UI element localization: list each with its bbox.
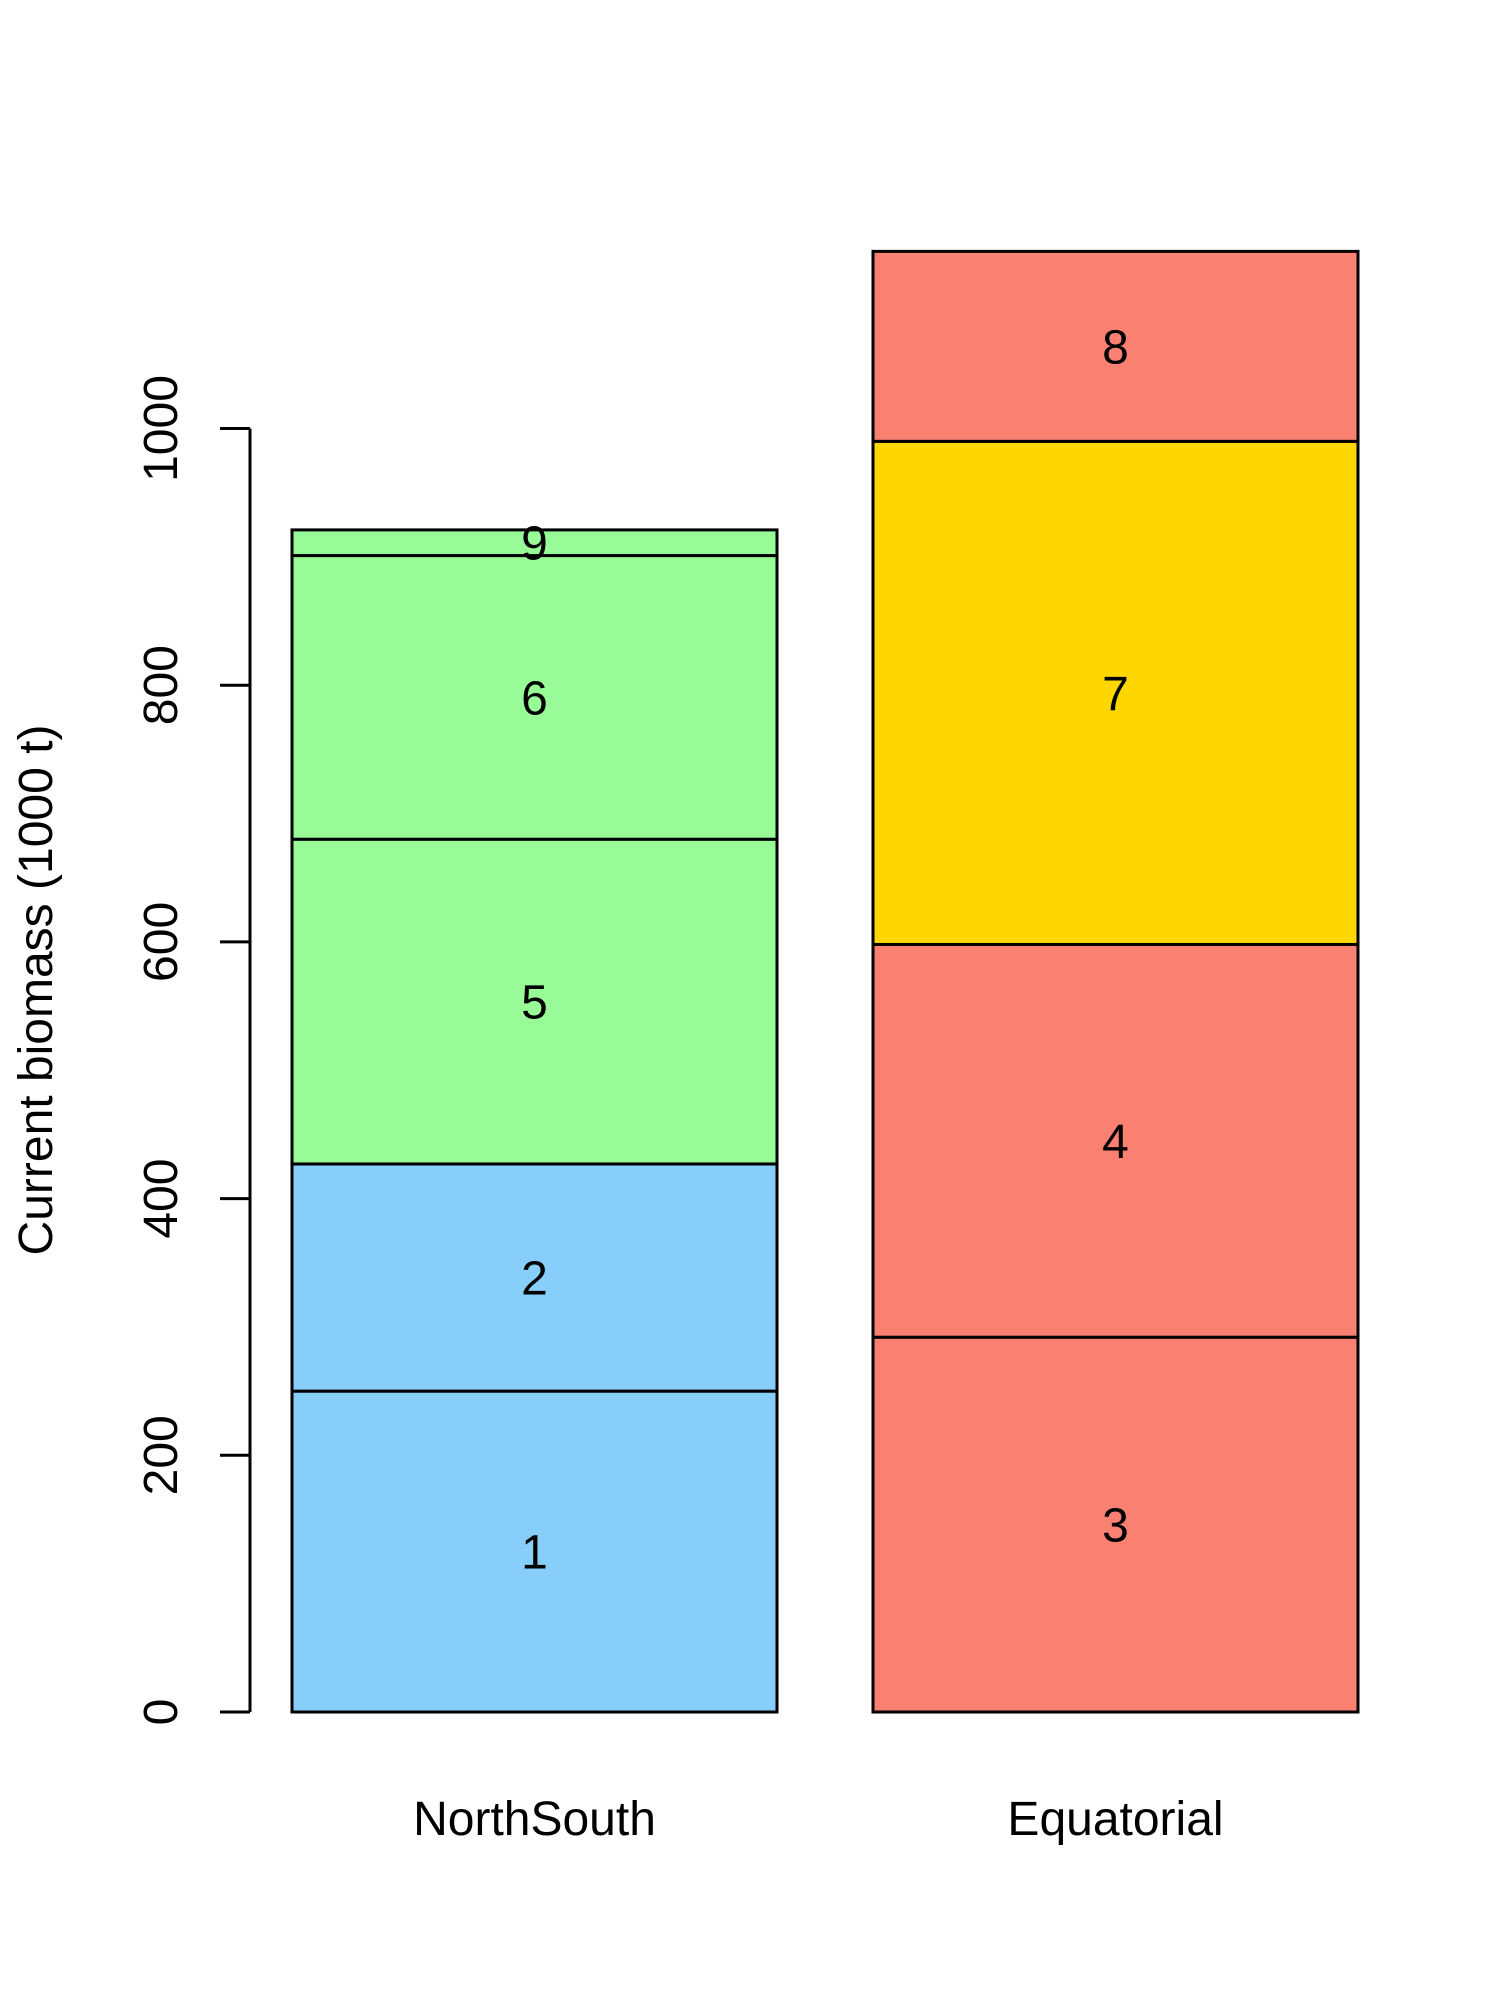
segment-label: 3 — [1102, 1500, 1129, 1553]
category-labels: NorthSouth Equatorial — [413, 1793, 1223, 1846]
segment-label: 2 — [521, 1253, 548, 1306]
y-tick-label: 400 — [135, 1159, 188, 1239]
bar-segment — [871, 942, 1360, 1339]
y-axis: 0 200 400 600 800 1000 — [135, 375, 252, 1726]
category-label: NorthSouth — [413, 1793, 656, 1846]
segment-label: 8 — [1102, 321, 1129, 374]
bar-segment — [290, 528, 779, 558]
bar-segment — [871, 1335, 1360, 1714]
segment-label: 1 — [521, 1527, 548, 1580]
segment-label: 6 — [521, 672, 548, 725]
bar-segment — [290, 837, 779, 1166]
y-axis-title: Current biomass (1000 t) — [10, 725, 63, 1256]
y-tick-label: 0 — [135, 1699, 188, 1726]
segment-label: 7 — [1102, 668, 1129, 721]
category-label: Equatorial — [1007, 1793, 1223, 1846]
bars: 1 2 5 6 9 3 4 7 8 — [290, 249, 1360, 1714]
segment-label: 9 — [521, 518, 548, 571]
segment-label: 5 — [521, 977, 548, 1030]
y-tick-label: 800 — [135, 645, 188, 725]
segment-label: 4 — [1102, 1116, 1129, 1169]
bar-segment — [871, 249, 1360, 443]
y-tick-label: 200 — [135, 1415, 188, 1495]
bar-segment — [871, 439, 1360, 946]
y-tick-label: 1000 — [135, 375, 188, 482]
bar-segment — [290, 554, 779, 841]
bar-segment — [290, 1162, 779, 1393]
y-tick-label: 600 — [135, 902, 188, 982]
bar-segment — [290, 1389, 779, 1714]
